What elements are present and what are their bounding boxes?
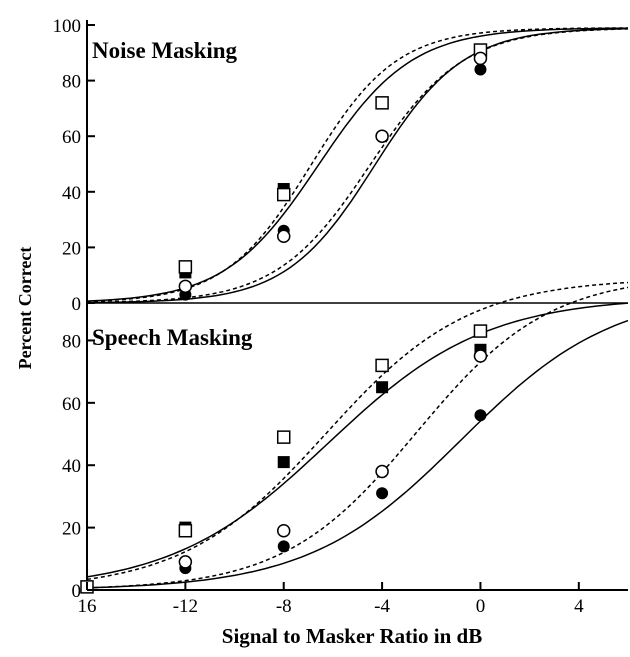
- fit-curve-speech-open-square: [86, 281, 629, 581]
- x-tick-label-4: 0: [476, 596, 486, 617]
- data-point-speech-open-circle: [276, 523, 291, 538]
- data-point-speech-filled-circle: [474, 409, 487, 422]
- data-point-noise-open-circle: [473, 51, 488, 66]
- x-tick-label-2: -8: [276, 596, 292, 617]
- y-tick-label-top-20: 20: [62, 238, 81, 259]
- y-tick-label-top-40: 40: [62, 183, 81, 204]
- curves-layer: [86, 27, 629, 589]
- x-tick-label-3: -4: [374, 596, 390, 617]
- data-point-noise-open-square: [276, 187, 291, 202]
- data-point-noise-open-square: [375, 96, 389, 110]
- data-point-noise-open-circle: [178, 279, 193, 294]
- data-point-noise-open-square: [178, 260, 193, 274]
- panel-title-noise: Noise Masking: [92, 38, 238, 63]
- data-point-speech-open-square: [375, 358, 389, 373]
- data-point-speech-filled-square: [277, 456, 290, 469]
- panel-title-speech: Speech Masking: [92, 325, 253, 350]
- data-point-speech-filled-circle: [277, 540, 290, 553]
- plot-frame: [86, 20, 628, 591]
- y-tick-label-top-0: 0: [72, 294, 82, 315]
- data-point-speech-filled-square: [376, 381, 389, 394]
- data-point-speech-open-circle: [375, 464, 389, 479]
- x-tick-label-1: -12: [173, 596, 198, 617]
- y-tick-label-top-100: 100: [53, 16, 82, 37]
- y-axis-title: Percent Correct: [15, 247, 35, 370]
- data-point-noise-open-circle: [375, 129, 389, 143]
- data-point-speech-open-square: [276, 430, 291, 444]
- data-point-speech-open-square: [178, 523, 193, 538]
- data-point-speech-open-square: [473, 324, 488, 338]
- fit-curve-speech-filled-square: [86, 302, 629, 578]
- y-tick-label-bottom-80: 80: [62, 331, 81, 352]
- fit-curve-noise-filled-square: [86, 27, 629, 302]
- fit-curve-noise-open-square: [86, 27, 628, 303]
- data-point-noise-filled-circle: [474, 63, 487, 76]
- data-point-noise-open-circle: [276, 229, 291, 244]
- x-tick-label-5: 4: [574, 596, 584, 617]
- x-axis-title: Signal to Masker Ratio in dB: [222, 624, 482, 648]
- data-point-speech-open-circle: [473, 349, 488, 363]
- ticks-layer: 0 20 40 60 80 100 0 20 40 60 80 16 -12 -8 -4 0 4: [53, 16, 585, 617]
- y-tick-label-top-60: 60: [62, 127, 81, 148]
- y-tick-label-bottom-40: 40: [62, 456, 81, 477]
- markers-layer: [80, 43, 488, 594]
- y-tick-label-bottom-0: 0: [72, 581, 82, 602]
- fit-curve-speech-open-circle: [86, 286, 629, 589]
- y-tick-label-top-80: 80: [62, 72, 81, 93]
- data-point-speech-filled-circle: [376, 487, 389, 500]
- y-tick-label-bottom-60: 60: [62, 394, 81, 415]
- fit-curve-speech-filled-circle: [86, 319, 629, 589]
- x-tick-label-0: 16: [78, 596, 97, 617]
- fit-curve-noise-filled-circle: [86, 27, 629, 304]
- fit-curve-noise-open-circle: [86, 28, 629, 304]
- y-tick-label-bottom-20: 20: [62, 519, 81, 540]
- data-point-speech-open-circle: [178, 555, 193, 569]
